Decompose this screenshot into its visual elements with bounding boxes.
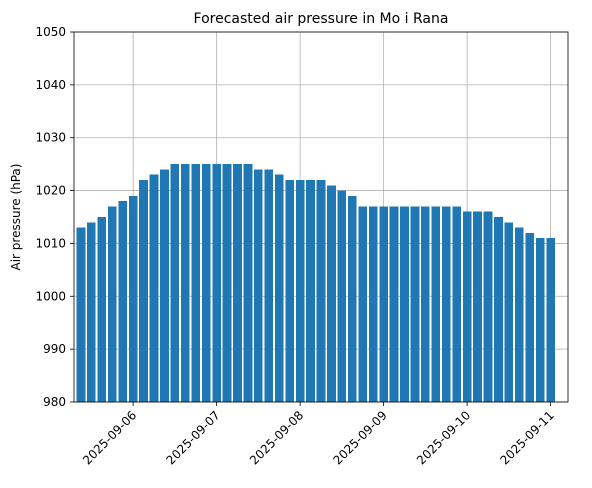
bar — [160, 169, 169, 402]
bar — [264, 169, 274, 402]
bar — [368, 206, 378, 402]
bar — [233, 164, 242, 402]
bar — [107, 206, 117, 402]
y-axis-ticks: 980 990 1000 1010 1020 1030 1040 1050 — [35, 25, 74, 409]
bar — [462, 211, 472, 402]
bar — [494, 217, 503, 402]
y-tick-label: 1010 — [35, 236, 66, 250]
bar — [421, 206, 430, 402]
bar — [504, 222, 514, 402]
bar — [514, 227, 524, 402]
y-axis-label: Air pressure (hPa) — [9, 164, 23, 271]
bar — [347, 195, 357, 402]
y-tick-label: 980 — [43, 395, 66, 409]
bar — [483, 211, 493, 402]
bar — [295, 180, 305, 402]
bar — [316, 180, 326, 402]
bars — [76, 164, 555, 402]
bar — [222, 164, 232, 402]
bar — [149, 174, 159, 402]
y-tick-label: 1020 — [35, 184, 66, 198]
y-tick-label: 1030 — [35, 131, 66, 145]
bar — [243, 164, 253, 402]
x-tick-label: 2025-09-09 — [331, 408, 390, 467]
bar — [201, 164, 211, 402]
bar — [128, 195, 138, 402]
bar — [306, 180, 315, 402]
x-tick-label: 2025-09-08 — [247, 408, 306, 467]
y-tick-label: 990 — [43, 342, 66, 356]
bar — [97, 217, 107, 402]
y-tick-label: 1040 — [35, 78, 66, 92]
bar — [76, 227, 86, 402]
bar — [473, 211, 482, 402]
bar — [139, 180, 148, 402]
bar — [118, 201, 128, 402]
bar — [358, 206, 368, 402]
bar — [285, 180, 295, 402]
x-tick-label: 2025-09-07 — [164, 408, 223, 467]
bar — [389, 206, 399, 402]
y-tick-label: 1050 — [35, 25, 66, 39]
bar — [535, 238, 545, 402]
bar — [212, 164, 221, 402]
y-tick-label: 1000 — [35, 289, 66, 303]
bar — [431, 206, 441, 402]
bar — [410, 206, 420, 402]
bar — [254, 169, 263, 402]
x-tick-label: 2025-09-11 — [498, 408, 557, 467]
x-tick-label: 2025-09-10 — [414, 408, 473, 467]
bar — [337, 190, 347, 402]
chart-title: Forecasted air pressure in Mo i Rana — [194, 11, 449, 27]
bar — [274, 174, 284, 402]
bar — [525, 232, 535, 402]
bar — [180, 164, 190, 402]
bar — [546, 238, 555, 402]
bar — [452, 206, 462, 402]
bar — [400, 206, 409, 402]
bar — [191, 164, 201, 402]
x-axis-ticks: 2025-09-06 2025-09-07 2025-09-08 2025-09-09… — [80, 402, 557, 467]
x-tick-label: 2025-09-06 — [80, 408, 139, 467]
bar — [170, 164, 180, 402]
bar — [441, 206, 451, 402]
bar — [327, 185, 336, 402]
bar — [379, 206, 388, 402]
plot-frame — [73, 31, 569, 403]
bar — [87, 222, 96, 402]
